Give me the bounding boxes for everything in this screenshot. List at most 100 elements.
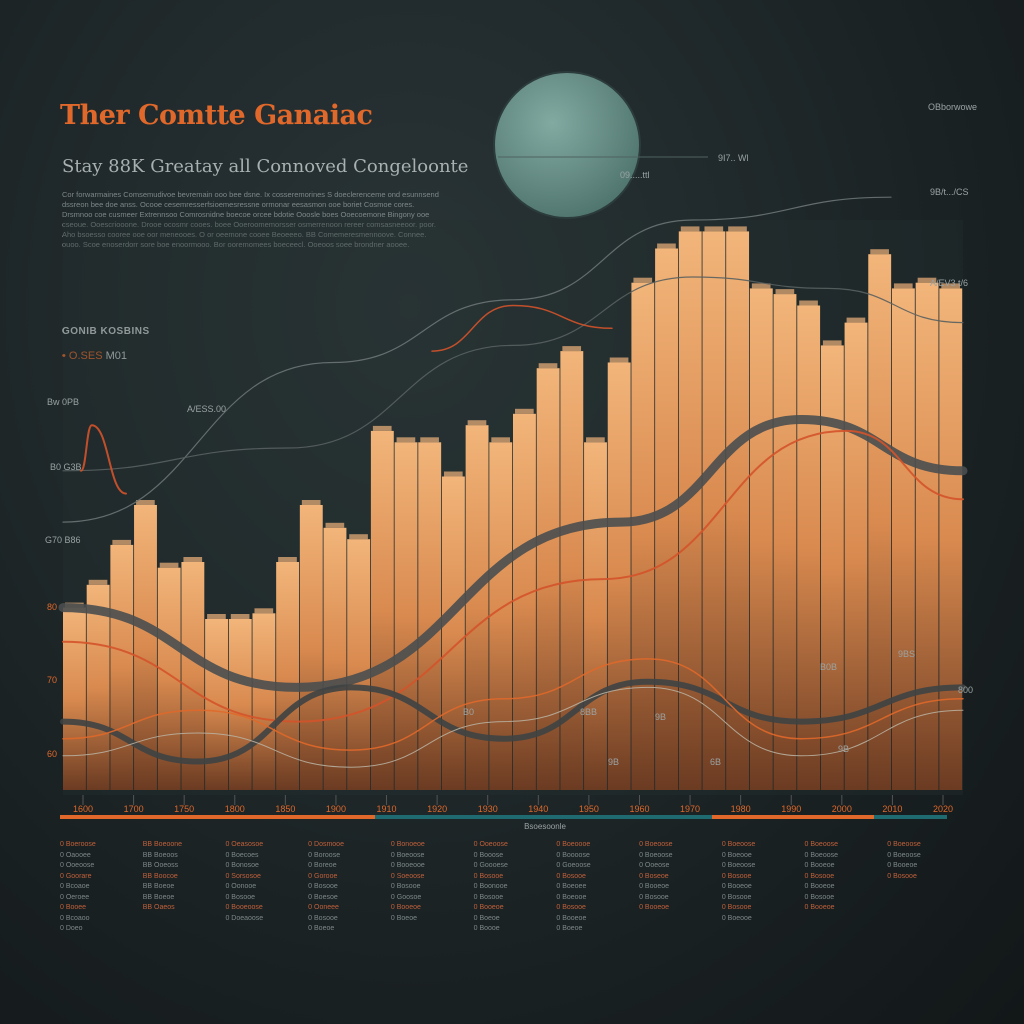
legend-item: 0 Bosooe — [308, 883, 338, 890]
bar-cap — [586, 437, 605, 443]
series-line-wave-orange — [62, 658, 964, 751]
bar — [465, 425, 489, 790]
legend-item: 0 Bosooe — [556, 904, 586, 911]
legend-item: 0 Booose — [473, 851, 504, 859]
section-item-value: M01 — [105, 350, 128, 362]
bar — [868, 254, 892, 790]
bar — [347, 539, 371, 790]
legend-item: 0 Bosooe — [390, 883, 421, 890]
legend-item: 0 Booee — [60, 904, 87, 911]
legend-item: 0 Boeoe — [390, 914, 417, 922]
bar — [276, 562, 300, 790]
legend-item: 0 Bosooe — [556, 872, 586, 880]
bar-cap — [420, 437, 439, 443]
point-label: 9BS — [898, 649, 915, 659]
legend-item: 0 Boeoe — [473, 914, 500, 922]
legend-item: 0 Bosooe — [308, 914, 338, 922]
bar — [134, 505, 157, 790]
legend-item: 0 Booeooe — [390, 862, 425, 869]
series-line-upper-gray — [62, 196, 892, 523]
legend-item: 0 Boeoee — [556, 883, 587, 890]
legend-column: 0 Boeoose 0 Boeoose 0 Ooeose 0 Boseoe 0 Booe… — [639, 840, 722, 935]
legend-item: 0 Bosooe — [225, 893, 256, 901]
bar — [110, 544, 134, 790]
point-label: 9B — [608, 757, 619, 767]
x-tick-label: 1600 — [73, 804, 93, 814]
legend-item: BB Oaeos — [142, 904, 175, 911]
intro-paragraph: Cor forwarmaines Comsemudivoe bevremain … — [62, 190, 439, 249]
legend-item: 0 Sorsosoe — [225, 872, 261, 880]
bar-cap — [325, 522, 345, 528]
legend-item: 0 Booeoe — [804, 862, 835, 869]
legend-item: 0 Boeoe — [308, 925, 335, 932]
bar — [536, 368, 560, 790]
bar-cap — [230, 614, 250, 619]
bar — [418, 442, 442, 790]
bar — [797, 305, 821, 790]
legend-column: 0 Boeoose 0 Boeoose 0 Booeoe 0 Bosooe 0 Booe… — [805, 840, 888, 935]
legend-column: 0 Oeasosoe 0 Boecoes 0 Bonosoe 0 Sorsosoe 0 … — [225, 840, 308, 935]
bar — [631, 282, 655, 790]
legend-item: 0 Bonosoe — [225, 862, 259, 869]
legend-item: 0 Booeoe — [639, 883, 670, 890]
x-tick-label: 1970 — [680, 804, 700, 814]
point-labels: B0B 9BS 9B 9B 9B 6B B0 8BB 800 — [463, 649, 973, 767]
bar — [228, 619, 252, 790]
bar — [441, 476, 465, 790]
legend-item: BB Boeoos — [142, 851, 178, 859]
legend-item: 0 Ooneee — [308, 904, 339, 911]
bar — [86, 584, 110, 790]
legend-item: 0 Booeoose — [225, 904, 263, 911]
legend-item: 0 Oonooe — [225, 883, 257, 890]
legend-item: 0 Ooeose — [639, 862, 670, 869]
legend-item: 0 Boeoose — [639, 841, 673, 848]
timeline-segment-orange-2 — [712, 815, 874, 819]
bar-cap — [491, 437, 510, 443]
legend-item: 0 Boeoooe — [556, 841, 591, 848]
x-tick-label: 2010 — [882, 804, 902, 814]
legend-item: BB Boeoe — [142, 883, 175, 890]
bar-cap — [159, 562, 179, 568]
legend-item: 0 Boonooe — [473, 883, 508, 890]
bar-cap — [301, 500, 321, 505]
x-tick-label: 1990 — [781, 804, 801, 814]
section-heading: GONIB KOSBINS — [62, 326, 150, 337]
legend-item: 0 Boeoose — [887, 851, 921, 859]
point-label: 9B — [838, 744, 849, 754]
bar — [584, 442, 607, 790]
bar — [655, 248, 678, 790]
legend-item: 0 Bosooe — [721, 872, 752, 880]
bar-cap — [751, 283, 771, 289]
legend-item: 0 Bosooe — [473, 893, 504, 901]
legend-item: 0 Boesoe — [308, 893, 338, 901]
bar — [749, 288, 773, 790]
legend-item: 0 Boeoose — [721, 862, 756, 869]
page-subtitle: Stay 88K Greatay all Connoved Congeloont… — [62, 156, 469, 177]
bar-cap — [207, 614, 226, 619]
legend-item: 0 Goorare — [60, 872, 92, 880]
legend-item: 0 Booeoe — [804, 904, 835, 911]
bar-cap — [917, 277, 937, 283]
page-title: Ther Comtte Ganaiac — [60, 100, 373, 131]
legend-item: 0 Ooeoose — [473, 841, 508, 848]
bar-cap — [799, 300, 818, 306]
bar-cap — [183, 557, 203, 562]
legend-item: 0 Goeoose — [556, 862, 591, 869]
legend-item: 0 Gorooe — [308, 872, 338, 880]
legend-item: BB Ooeoss — [142, 862, 179, 869]
series-line-upper-red — [431, 304, 613, 352]
x-tick-label: 1960 — [629, 804, 649, 814]
x-axis-title: Bsoesoonle — [524, 822, 566, 831]
bar-cap — [562, 346, 582, 352]
bar-cap — [467, 420, 487, 426]
series-lines — [58, 196, 968, 768]
bar-cap — [88, 579, 108, 585]
legend-item: 0 Boeoose — [804, 841, 839, 848]
bar-cap — [870, 249, 889, 255]
legend-item: 0 Booeoe — [556, 914, 587, 922]
legend-item: 0 Oeasosoe — [225, 841, 264, 848]
bar — [560, 351, 584, 790]
bar-cap — [893, 283, 913, 289]
legend-column: BB Boeoone BB Boeoos BB Ooeoss BB Boocoe BB … — [143, 840, 226, 935]
series-line-wave-gray — [60, 678, 966, 765]
